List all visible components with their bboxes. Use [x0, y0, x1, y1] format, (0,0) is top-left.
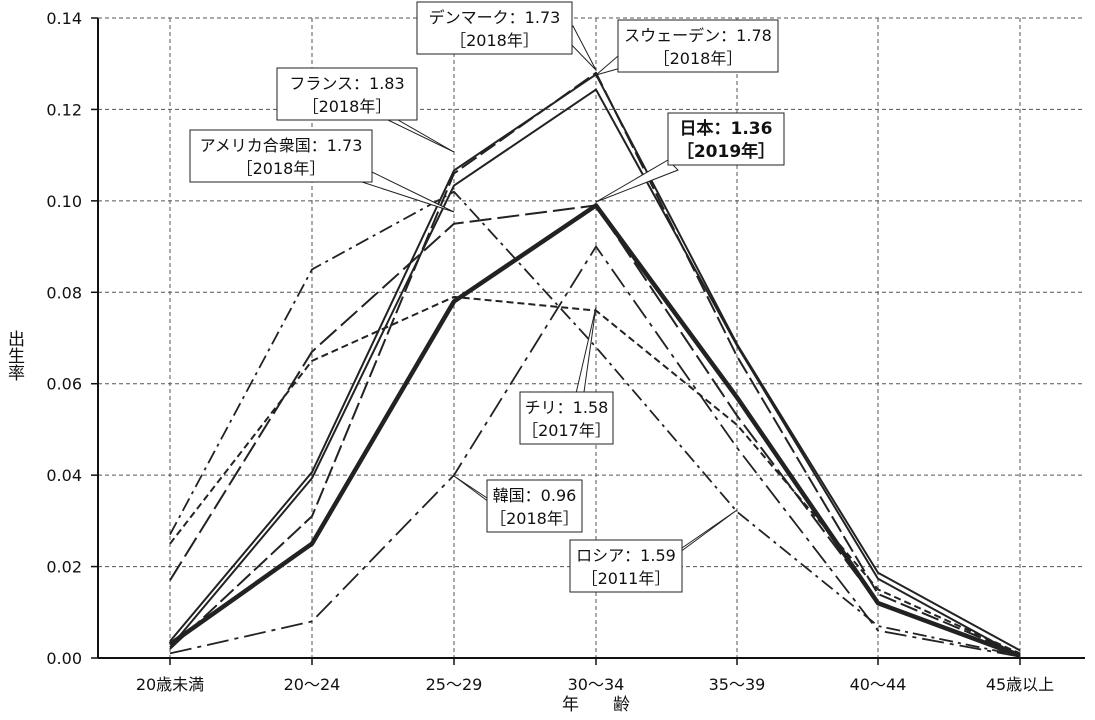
callout-year: ［2011年］ — [582, 569, 671, 588]
callout-year: ［2018年］ — [654, 49, 743, 68]
y-tick-label: 0.04 — [46, 466, 82, 485]
callout-leader — [574, 307, 596, 402]
callout-us: アメリカ合衆国：1.73 ［2018年］ — [190, 130, 454, 212]
x-tick-label: 25〜29 — [426, 675, 483, 694]
callout-kr: 韓国：0.96 ［2018年］ — [454, 476, 582, 532]
x-tick-label: 30〜34 — [568, 675, 625, 694]
callout-label: チリ：1.58 — [525, 398, 609, 417]
axes: 0.00 0.02 0.04 0.06 0.08 0.10 0.12 0.14 20歳未満 20〜… — [46, 9, 1085, 694]
y-tick-label: 0.08 — [46, 283, 82, 302]
y-tick-label: 0.06 — [46, 375, 82, 394]
y-tick-label: 0.00 — [46, 649, 82, 668]
callout-dk: デンマーク：1.73 ［2018年］ — [417, 2, 596, 70]
callout-year: ［2017年］ — [522, 421, 611, 440]
callout-cl: チリ：1.58 ［2017年］ — [520, 307, 613, 444]
callout-label: 日本：1.36 — [680, 118, 773, 139]
callout-leader — [596, 160, 678, 202]
callout-label: アメリカ合衆国：1.73 — [200, 136, 363, 155]
callout-year: ［2018年］ — [450, 31, 539, 50]
series-line-kr — [170, 247, 1020, 657]
callout-label: スウェーデン：1.78 — [624, 26, 772, 45]
callout-year: ［2018年］ — [237, 159, 326, 178]
callout-year: ［2018年］ — [490, 509, 579, 528]
callout-ru: ロシア：1.59 ［2011年］ — [570, 510, 737, 592]
y-tick-label: 0.02 — [46, 558, 82, 577]
y-tick-label: 0.10 — [46, 192, 82, 211]
y-tick-label: 0.12 — [46, 100, 82, 119]
x-tick-label: 20〜24 — [284, 675, 341, 694]
x-tick-label: 45歳以上 — [986, 675, 1054, 694]
x-tick-label: 40〜44 — [850, 675, 907, 694]
callout-leader — [362, 172, 454, 212]
x-axis-title: 年 齢 — [562, 695, 630, 715]
callout-label: 韓国：0.96 — [493, 486, 577, 505]
callout-label: フランス：1.83 — [289, 74, 404, 93]
x-tick-label: 35〜39 — [709, 675, 766, 694]
callout-label: ロシア：1.59 — [576, 546, 676, 565]
callout-se: スウェーデン：1.78 ［2018年］ — [596, 20, 778, 75]
y-axis-title: 出生率 — [4, 330, 25, 381]
y-tick-label: 0.14 — [46, 9, 82, 28]
callouts: デンマーク：1.73 ［2018年］ スウェーデン：1.78 ［2018年］ フランス：… — [190, 2, 784, 592]
callout-label: デンマーク：1.73 — [429, 8, 561, 27]
callout-leader — [388, 120, 454, 152]
callout-year: ［2019年］ — [677, 141, 775, 162]
callout-year: ［2018年］ — [303, 97, 392, 116]
x-tick-label: 20歳未満 — [136, 675, 204, 694]
